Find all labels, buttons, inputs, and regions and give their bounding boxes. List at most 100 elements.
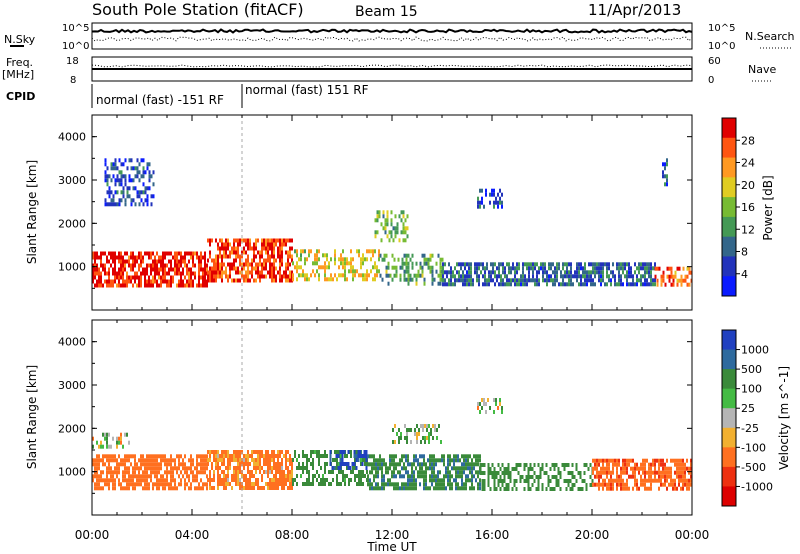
heatmap-cell [443, 482, 445, 487]
heatmap-cell [419, 474, 421, 479]
heatmap-cell [140, 263, 142, 268]
heatmap-cell [114, 275, 116, 280]
heatmap-cell [439, 273, 442, 278]
heatmap-cell [160, 255, 162, 260]
heatmap-cell [404, 226, 407, 231]
heatmap-cell [202, 283, 204, 288]
heatmap-cell [419, 261, 422, 266]
heatmap-cell [148, 170, 151, 175]
heatmap-cell [259, 450, 261, 454]
heatmap-cell [461, 474, 463, 479]
heatmap-cell [251, 262, 253, 267]
heatmap-cell [124, 283, 126, 288]
heatmap-cell [104, 432, 106, 437]
heatmap-cell [447, 454, 449, 459]
heatmap-cell [122, 190, 125, 195]
heatmap-cell [518, 266, 520, 271]
heatmap-cell [144, 458, 146, 463]
heatmap-cell [138, 162, 141, 167]
heatmap-cell [482, 266, 484, 271]
heatmap-cell [542, 270, 544, 275]
heatmap-cell [114, 470, 116, 475]
heatmap-cell [419, 482, 421, 487]
heatmap-cell [114, 458, 116, 463]
heatmap-cell [381, 478, 383, 483]
heatmap-cell [237, 470, 239, 474]
heatmap-cell [463, 462, 465, 467]
heatmap-cell [283, 274, 285, 279]
heatmap-cell [491, 188, 493, 193]
heatmap-cell [441, 454, 443, 459]
heatmap-cell [182, 267, 184, 272]
heatmap-cell [265, 250, 267, 255]
heatmap-cell [386, 218, 389, 223]
heatmap-cell [128, 478, 130, 483]
heatmap-cell [507, 487, 510, 491]
heatmap-cell [279, 262, 281, 267]
heatmap-cell [94, 251, 96, 256]
heatmap-cell [446, 270, 448, 275]
heatmap-cell [124, 158, 127, 163]
colorbar-tick-label: 28 [741, 134, 755, 147]
heatmap-cell [314, 273, 316, 278]
heatmap-cell [501, 204, 503, 209]
heatmap-cell [497, 463, 500, 467]
heatmap-cell [188, 271, 190, 276]
heatmap-cell [550, 278, 552, 283]
heatmap-cell [630, 466, 632, 471]
heatmap-cell [152, 458, 154, 463]
heatmap-cell [644, 274, 646, 279]
heatmap-cell [365, 454, 368, 458]
heatmap-cell [200, 478, 202, 483]
heatmap-cell [383, 478, 385, 483]
heatmap-cell [136, 478, 138, 483]
heatmap-cell [306, 257, 308, 262]
heatmap-cell [128, 194, 131, 199]
heatmap-cell [112, 259, 114, 264]
heatmap-cell [92, 462, 94, 467]
heatmap-cell [654, 266, 657, 271]
heatmap-cell [223, 242, 225, 247]
heatmap-cell [443, 478, 445, 483]
heatmap-cell [267, 458, 269, 462]
heatmap-cell [275, 278, 277, 283]
heatmap-cell [658, 458, 660, 463]
heatmap-cell [628, 266, 630, 271]
x-tick-label: 00:00 [75, 528, 110, 542]
heatmap-cell [215, 274, 217, 279]
heatmap-cell [344, 257, 346, 262]
heatmap-cell [150, 255, 152, 260]
heatmap-cell [124, 178, 127, 183]
heatmap-cell [428, 440, 430, 444]
heatmap-cell [518, 282, 520, 287]
heatmap-cell [496, 278, 498, 283]
noise-left-label: N.Sky [4, 33, 36, 46]
heatmap-cell [495, 402, 497, 406]
heatmap-cell [204, 470, 206, 475]
heatmap-cell [588, 262, 590, 267]
heatmap-cell [630, 458, 632, 463]
heatmap-cell [221, 478, 223, 482]
heatmap-cell [664, 482, 666, 487]
heatmap-cell [600, 470, 602, 475]
heatmap-cell [493, 467, 496, 471]
heatmap-cell [271, 470, 273, 474]
heatmap-cell [433, 462, 435, 467]
heatmap-cell [448, 270, 450, 275]
heatmap-cell [132, 263, 134, 268]
heatmap-cell [164, 271, 166, 276]
velocity-colorbar-frame [721, 329, 737, 507]
heatmap-cell [443, 462, 445, 467]
heatmap-cell [275, 266, 277, 271]
heatmap-cell [247, 266, 249, 271]
heatmap-cell [435, 474, 437, 479]
heatmap-cell [196, 462, 198, 467]
heatmap-cell [100, 444, 102, 449]
heatmap-cell [202, 462, 204, 467]
heatmap-cell [513, 483, 516, 487]
heatmap-cell [112, 470, 114, 475]
y-tick-label: 1000 [58, 261, 86, 274]
heatmap-cell [344, 482, 346, 486]
heatmap-cell [283, 474, 285, 478]
heatmap-cell [431, 269, 434, 274]
